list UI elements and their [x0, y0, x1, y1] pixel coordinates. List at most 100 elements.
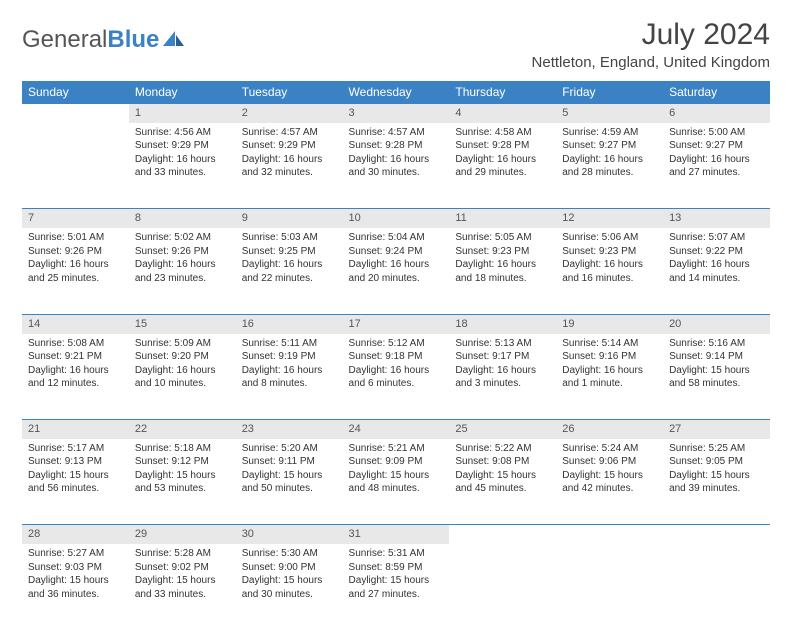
sunrise-text: Sunrise: 5:17 AM [28, 442, 123, 456]
logo-sail-icon [163, 29, 185, 52]
sunset-text: Sunset: 9:11 PM [242, 455, 337, 469]
day-number: 26 [556, 420, 663, 439]
sunset-text: Sunset: 9:29 PM [242, 139, 337, 153]
day-cell: Sunrise: 5:02 AMSunset: 9:26 PMDaylight:… [129, 228, 236, 314]
day-cell: Sunrise: 5:05 AMSunset: 9:23 PMDaylight:… [449, 228, 556, 314]
daylight-text: Daylight: 15 hours and 27 minutes. [349, 574, 444, 601]
logo-text: GeneralBlue [22, 26, 159, 54]
sunrise-text: Sunrise: 5:07 AM [669, 231, 764, 245]
sunset-text: Sunset: 9:27 PM [562, 139, 657, 153]
daylight-text: Daylight: 16 hours and 28 minutes. [562, 153, 657, 180]
day-cell: Sunrise: 5:17 AMSunset: 9:13 PMDaylight:… [22, 439, 129, 525]
weekday-header-row: Sunday Monday Tuesday Wednesday Thursday… [22, 81, 770, 104]
daylight-text: Daylight: 16 hours and 30 minutes. [349, 153, 444, 180]
content-row: Sunrise: 5:27 AMSunset: 9:03 PM Daylight:… [22, 544, 770, 630]
sunrise-text: Sunrise: 5:28 AM [135, 547, 230, 561]
sunset-text: Sunset: 9:21 PM [28, 350, 123, 364]
weekday-header: Friday [556, 81, 663, 104]
sunset-text: Sunset: 9:14 PM [669, 350, 764, 364]
day-cell: Sunrise: 5:18 AMSunset: 9:12 PMDaylight:… [129, 439, 236, 525]
sunset-text: Sunset: 9:02 PM [135, 561, 230, 575]
day-cell: Sunrise: 5:27 AMSunset: 9:03 PMDaylight:… [22, 544, 129, 630]
sunrise-text: Sunrise: 5:02 AM [135, 231, 230, 245]
day-cell: Sunrise: 5:00 AMSunset: 9:27 PMDaylight:… [663, 123, 770, 209]
day-number: 19 [556, 314, 663, 333]
day-number: 6 [663, 104, 770, 123]
day-number: 23 [236, 420, 343, 439]
sunrise-text: Sunrise: 4:59 AM [562, 126, 657, 140]
daynum-row: 21222324252627 [22, 420, 770, 439]
day-number: 5 [556, 104, 663, 123]
sunrise-text: Sunrise: 5:25 AM [669, 442, 764, 456]
daylight-text: Daylight: 16 hours and 18 minutes. [455, 258, 550, 285]
calendar-table: Sunday Monday Tuesday Wednesday Thursday… [22, 81, 770, 630]
sunset-text: Sunset: 9:06 PM [562, 455, 657, 469]
day-cell: Sunrise: 5:03 AMSunset: 9:25 PMDaylight:… [236, 228, 343, 314]
daylight-text: Daylight: 15 hours and 56 minutes. [28, 469, 123, 496]
weekday-header: Sunday [22, 81, 129, 104]
sunrise-text: Sunrise: 4:57 AM [349, 126, 444, 140]
daylight-text: Daylight: 16 hours and 6 minutes. [349, 364, 444, 391]
daylight-text: Daylight: 16 hours and 22 minutes. [242, 258, 337, 285]
logo-part2: Blue [107, 26, 159, 53]
sunset-text: Sunset: 9:23 PM [455, 245, 550, 259]
sunset-text: Sunset: 9:27 PM [669, 139, 764, 153]
daylight-text: Daylight: 16 hours and 23 minutes. [135, 258, 230, 285]
sunrise-text: Sunrise: 5:22 AM [455, 442, 550, 456]
weekday-header: Saturday [663, 81, 770, 104]
day-number: 16 [236, 314, 343, 333]
sunrise-text: Sunrise: 5:13 AM [455, 337, 550, 351]
sunset-text: Sunset: 9:28 PM [455, 139, 550, 153]
day-cell: Sunrise: 5:01 AMSunset: 9:26 PMDaylight:… [22, 228, 129, 314]
sunset-text: Sunset: 9:03 PM [28, 561, 123, 575]
sunset-text: Sunset: 9:26 PM [135, 245, 230, 259]
day-number: 2 [236, 104, 343, 123]
day-number: 4 [449, 104, 556, 123]
day-cell [449, 544, 556, 630]
sunset-text: Sunset: 9:24 PM [349, 245, 444, 259]
daylight-text: Daylight: 16 hours and 1 minute. [562, 364, 657, 391]
day-number: 12 [556, 209, 663, 228]
content-row: Sunrise: 4:56 AMSunset: 9:29 PMDaylight:… [22, 123, 770, 209]
daynum-row: 123456 [22, 104, 770, 123]
daylight-text: Daylight: 15 hours and 39 minutes. [669, 469, 764, 496]
daylight-text: Daylight: 15 hours and 42 minutes. [562, 469, 657, 496]
weekday-header: Tuesday [236, 81, 343, 104]
sunrise-text: Sunrise: 5:27 AM [28, 547, 123, 561]
content-row: Sunrise: 5:08 AMSunset: 9:21 PMDaylight:… [22, 334, 770, 420]
day-cell: Sunrise: 5:14 AMSunset: 9:16 PMDaylight:… [556, 334, 663, 420]
day-cell: Sunrise: 5:24 AMSunset: 9:06 PMDaylight:… [556, 439, 663, 525]
sunset-text: Sunset: 9:00 PM [242, 561, 337, 575]
day-number: 24 [343, 420, 450, 439]
day-number: 9 [236, 209, 343, 228]
sunset-text: Sunset: 9:16 PM [562, 350, 657, 364]
sunrise-text: Sunrise: 4:57 AM [242, 126, 337, 140]
day-number: 20 [663, 314, 770, 333]
sunrise-text: Sunrise: 5:14 AM [562, 337, 657, 351]
content-row: Sunrise: 5:17 AMSunset: 9:13 PMDaylight:… [22, 439, 770, 525]
daylight-text: Daylight: 16 hours and 29 minutes. [455, 153, 550, 180]
sunset-text: Sunset: 9:28 PM [349, 139, 444, 153]
day-number: 13 [663, 209, 770, 228]
day-number: 7 [22, 209, 129, 228]
weekday-header: Monday [129, 81, 236, 104]
day-number: 3 [343, 104, 450, 123]
daylight-text: Daylight: 16 hours and 33 minutes. [135, 153, 230, 180]
day-cell: Sunrise: 5:22 AMSunset: 9:08 PMDaylight:… [449, 439, 556, 525]
sunset-text: Sunset: 9:26 PM [28, 245, 123, 259]
sunrise-text: Sunrise: 5:03 AM [242, 231, 337, 245]
sunrise-text: Sunrise: 5:12 AM [349, 337, 444, 351]
header: GeneralBlue July 2024 Nettleton, England… [22, 18, 770, 71]
day-cell: Sunrise: 5:12 AMSunset: 9:18 PMDaylight:… [343, 334, 450, 420]
day-cell: Sunrise: 4:57 AMSunset: 9:28 PMDaylight:… [343, 123, 450, 209]
location-text: Nettleton, England, United Kingdom [532, 54, 770, 71]
sunset-text: Sunset: 9:20 PM [135, 350, 230, 364]
day-cell: Sunrise: 5:06 AMSunset: 9:23 PMDaylight:… [556, 228, 663, 314]
day-number [663, 525, 770, 544]
day-number: 18 [449, 314, 556, 333]
daynum-row: 78910111213 [22, 209, 770, 228]
sunset-text: Sunset: 9:29 PM [135, 139, 230, 153]
sunset-text: Sunset: 9:19 PM [242, 350, 337, 364]
day-cell: Sunrise: 4:59 AMSunset: 9:27 PMDaylight:… [556, 123, 663, 209]
day-cell: Sunrise: 4:58 AMSunset: 9:28 PMDaylight:… [449, 123, 556, 209]
